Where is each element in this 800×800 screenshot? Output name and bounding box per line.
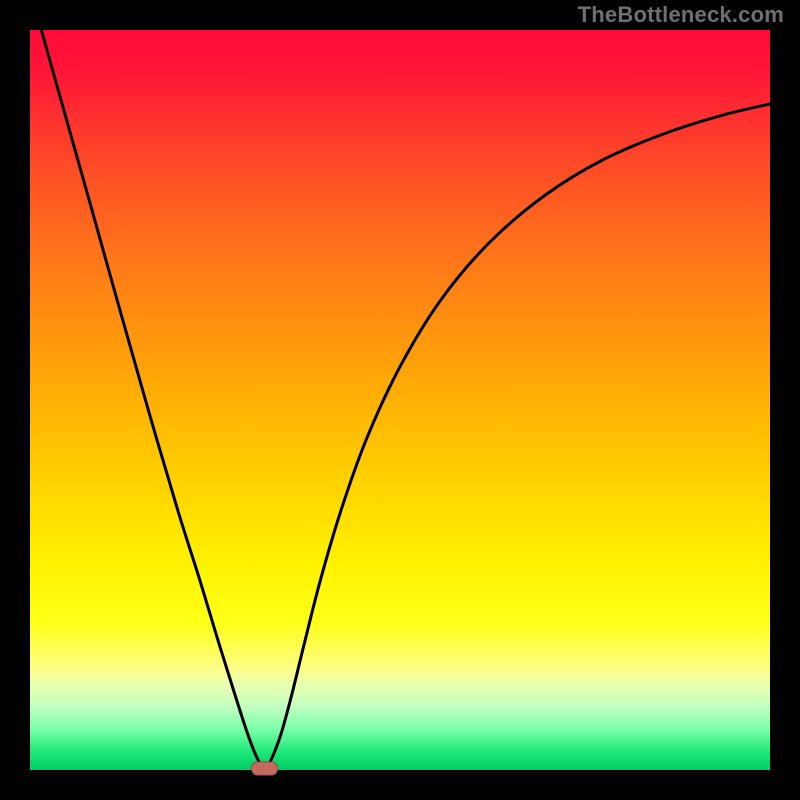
- plot-background: [30, 30, 770, 770]
- chart-root: TheBottleneck.com: [0, 0, 800, 800]
- bottleneck-chart: [0, 0, 800, 800]
- minimum-marker: [252, 762, 278, 775]
